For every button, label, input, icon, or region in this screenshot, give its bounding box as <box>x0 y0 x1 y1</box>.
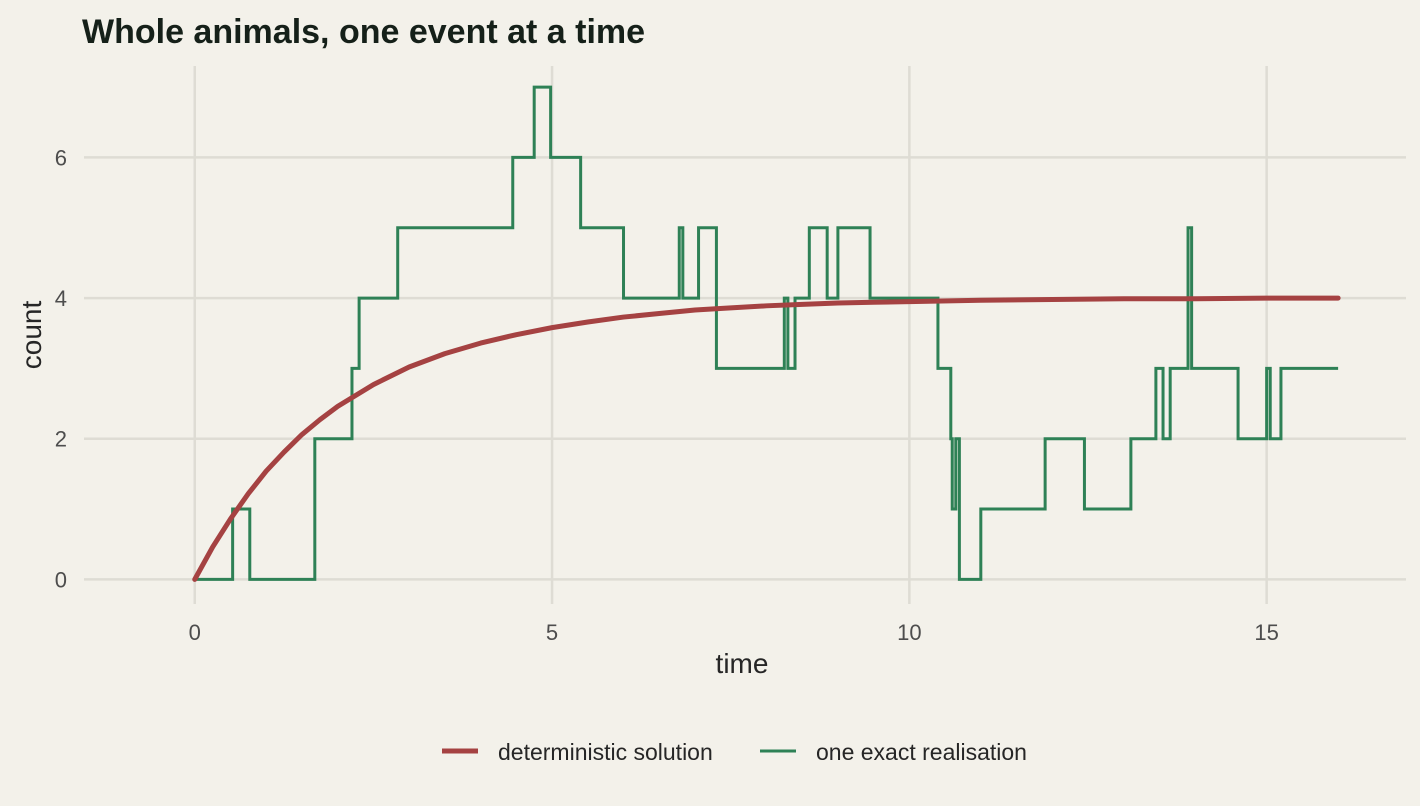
y-tick-label-4: 4 <box>55 286 67 311</box>
x-tick-label-10: 10 <box>897 620 921 645</box>
y-tick-label-6: 6 <box>55 145 67 170</box>
series-deterministic-solution <box>192 295 1341 582</box>
y-tick-label-0: 0 <box>55 567 67 592</box>
x-tick-label-0: 0 <box>189 620 201 645</box>
y-tick-label-2: 2 <box>55 427 67 452</box>
x-axis-title: time <box>716 648 769 679</box>
series-layer <box>192 85 1341 582</box>
chart-title: Whole animals, one event at a time <box>82 13 645 51</box>
legend-label-realisation: one exact realisation <box>816 739 1027 765</box>
x-tick-label-5: 5 <box>546 620 558 645</box>
axis-ticks: 0 5 10 15 0 2 4 6 <box>55 145 1279 645</box>
y-axis-title: count <box>16 301 47 370</box>
legend: deterministic solution one exact realisa… <box>442 739 1027 765</box>
x-tick-label-15: 15 <box>1254 620 1278 645</box>
legend-label-deterministic: deterministic solution <box>498 739 713 765</box>
series-one-exact-realisation <box>194 85 1339 581</box>
